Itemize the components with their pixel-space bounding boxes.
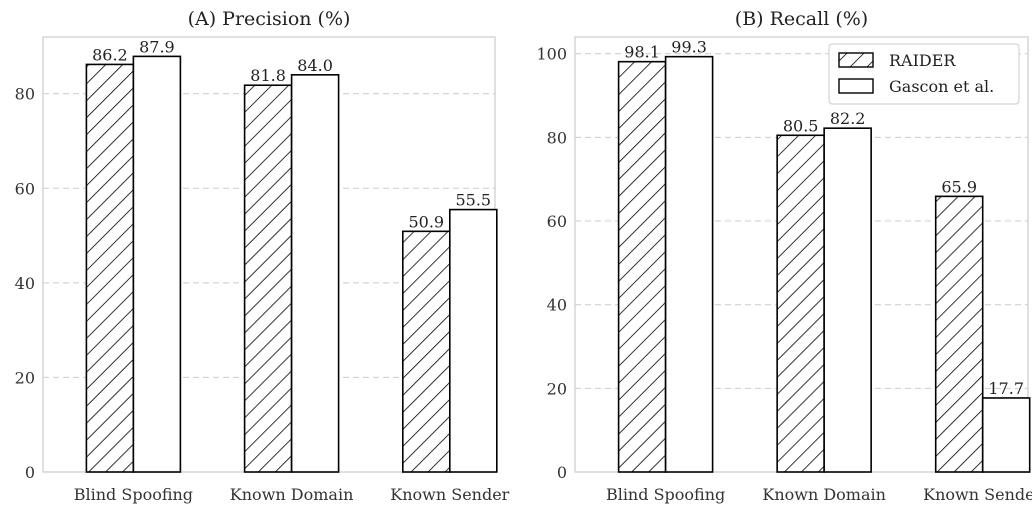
- data-label: 86.2: [92, 45, 128, 64]
- y-tick-label: 40: [547, 296, 567, 315]
- x-tick-label: Known Sender: [923, 485, 1032, 504]
- bar-raider-0: [85, 63, 135, 473]
- y-tick-label: 80: [15, 85, 35, 104]
- x-tick-label: Known Domain: [230, 485, 354, 504]
- bar-gascon-1: [823, 127, 872, 473]
- bar-raider-1: [776, 134, 825, 473]
- y-tick-label: 80: [547, 128, 567, 147]
- y-tick-label: 0: [25, 463, 35, 482]
- data-label: 87.9: [139, 37, 175, 56]
- legend-label: Gascon et al.: [889, 77, 994, 96]
- bar-gascon-0: [132, 55, 182, 473]
- y-tick-label: 20: [15, 368, 35, 387]
- bar-gascon-1: [290, 74, 340, 473]
- data-label: 55.5: [455, 191, 491, 210]
- data-label: 17.7: [988, 379, 1024, 398]
- bar-gascon-2: [981, 397, 1031, 473]
- y-tick-label: 60: [547, 212, 567, 231]
- y-tick-label: 60: [15, 179, 35, 198]
- legend-label: RAIDER: [889, 51, 956, 70]
- legend: RAIDER Gascon et al.: [828, 43, 1020, 105]
- data-label: 65.9: [941, 177, 977, 196]
- bar-raider-0: [617, 60, 667, 473]
- bar-gascon-2: [448, 208, 498, 473]
- bar-gascon-0: [664, 55, 714, 473]
- bar-raider-2: [401, 230, 451, 473]
- y-tick-label: 0: [557, 463, 567, 482]
- y-tick-label: 40: [15, 274, 35, 293]
- legend-box: [828, 43, 1020, 105]
- legend-swatch-gascon: [838, 78, 874, 94]
- x-tick-label: Known Sender: [390, 485, 509, 504]
- data-label: 98.1: [624, 43, 660, 62]
- data-label: 50.9: [408, 212, 444, 231]
- data-label: 84.0: [297, 56, 333, 75]
- legend-swatch-raider: [838, 52, 874, 68]
- y-tick-label: 20: [547, 379, 567, 398]
- x-tick-label: Known Domain: [762, 485, 886, 504]
- chart-title: (B) Recall (%): [735, 8, 868, 30]
- chart-panel-recall: 0 20 40 60 80 100 98.1 99.3 Blind Spoofing 80.5 82…: [536, 8, 1032, 504]
- data-label: 80.5: [783, 116, 819, 135]
- y-tick-label: 100: [536, 45, 567, 64]
- bar-raider-2: [934, 195, 984, 473]
- bar-raider-1: [243, 84, 293, 473]
- data-label: 82.2: [830, 109, 866, 128]
- x-tick-label: Blind Spoofing: [74, 485, 193, 504]
- chart-title: (A) Precision (%): [188, 8, 351, 30]
- chart-panel-precision: 0 20 40 60 80 86.2 87.9 Blind Spoofing 81.8 84.0 K…: [15, 8, 510, 504]
- data-label: 81.8: [250, 66, 286, 85]
- x-tick-label: Blind Spoofing: [606, 485, 725, 504]
- data-label: 99.3: [671, 38, 707, 57]
